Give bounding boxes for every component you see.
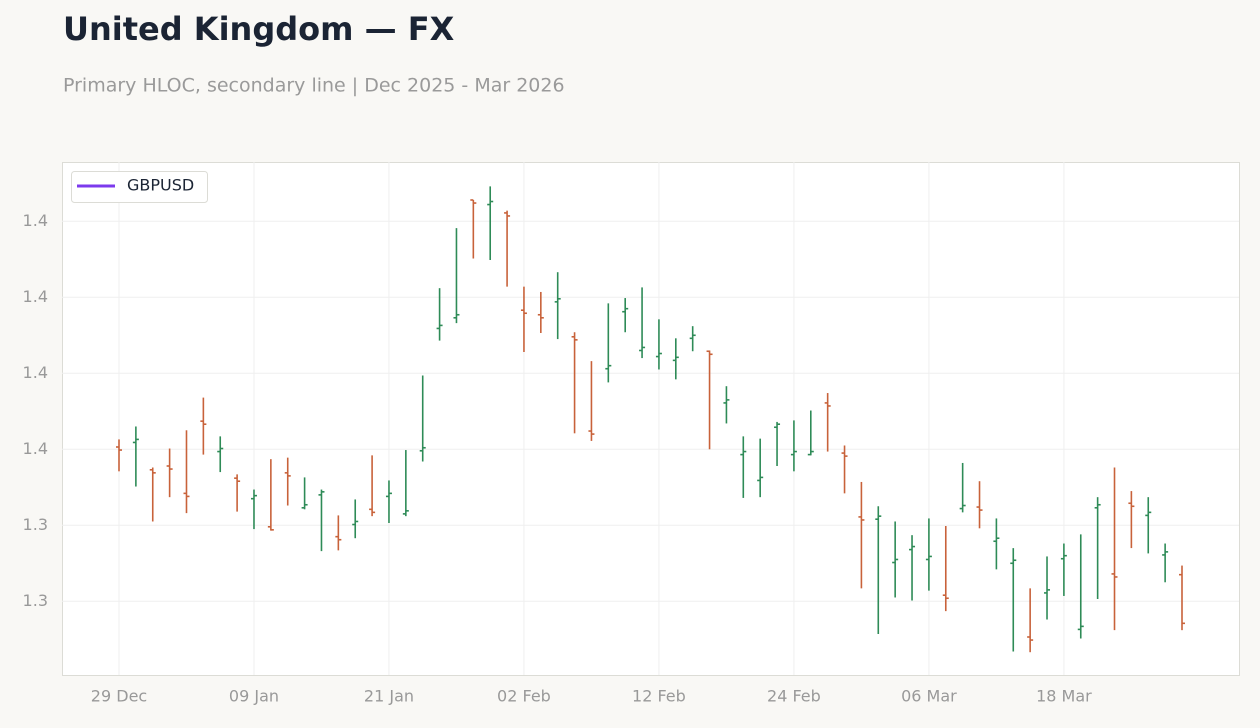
- plot-area: [62, 162, 1240, 676]
- x-tick-label: 09 Jan: [229, 687, 279, 706]
- x-tick-label: 21 Jan: [364, 687, 414, 706]
- chart-subtitle: Primary HLOC, secondary line | Dec 2025 …: [63, 75, 565, 97]
- y-tick-label: 1.4: [23, 211, 48, 230]
- legend-box: [71, 171, 208, 203]
- y-tick-label: 1.4: [23, 439, 48, 458]
- x-tick-label: 02 Feb: [497, 687, 551, 706]
- x-tick-label: 18 Mar: [1036, 687, 1092, 706]
- y-tick-label: 1.3: [23, 591, 48, 610]
- x-tick-label: 12 Feb: [632, 687, 686, 706]
- legend-label: GBPUSD: [127, 176, 194, 195]
- x-tick-label: 29 Dec: [91, 687, 147, 706]
- chart-title: United Kingdom — FX: [63, 10, 455, 48]
- x-tick-label: 06 Mar: [901, 687, 957, 706]
- y-tick-label: 1.4: [23, 363, 48, 382]
- y-tick-label: 1.4: [23, 287, 48, 306]
- x-tick-label: 24 Feb: [767, 687, 821, 706]
- y-tick-label: 1.3: [23, 515, 48, 534]
